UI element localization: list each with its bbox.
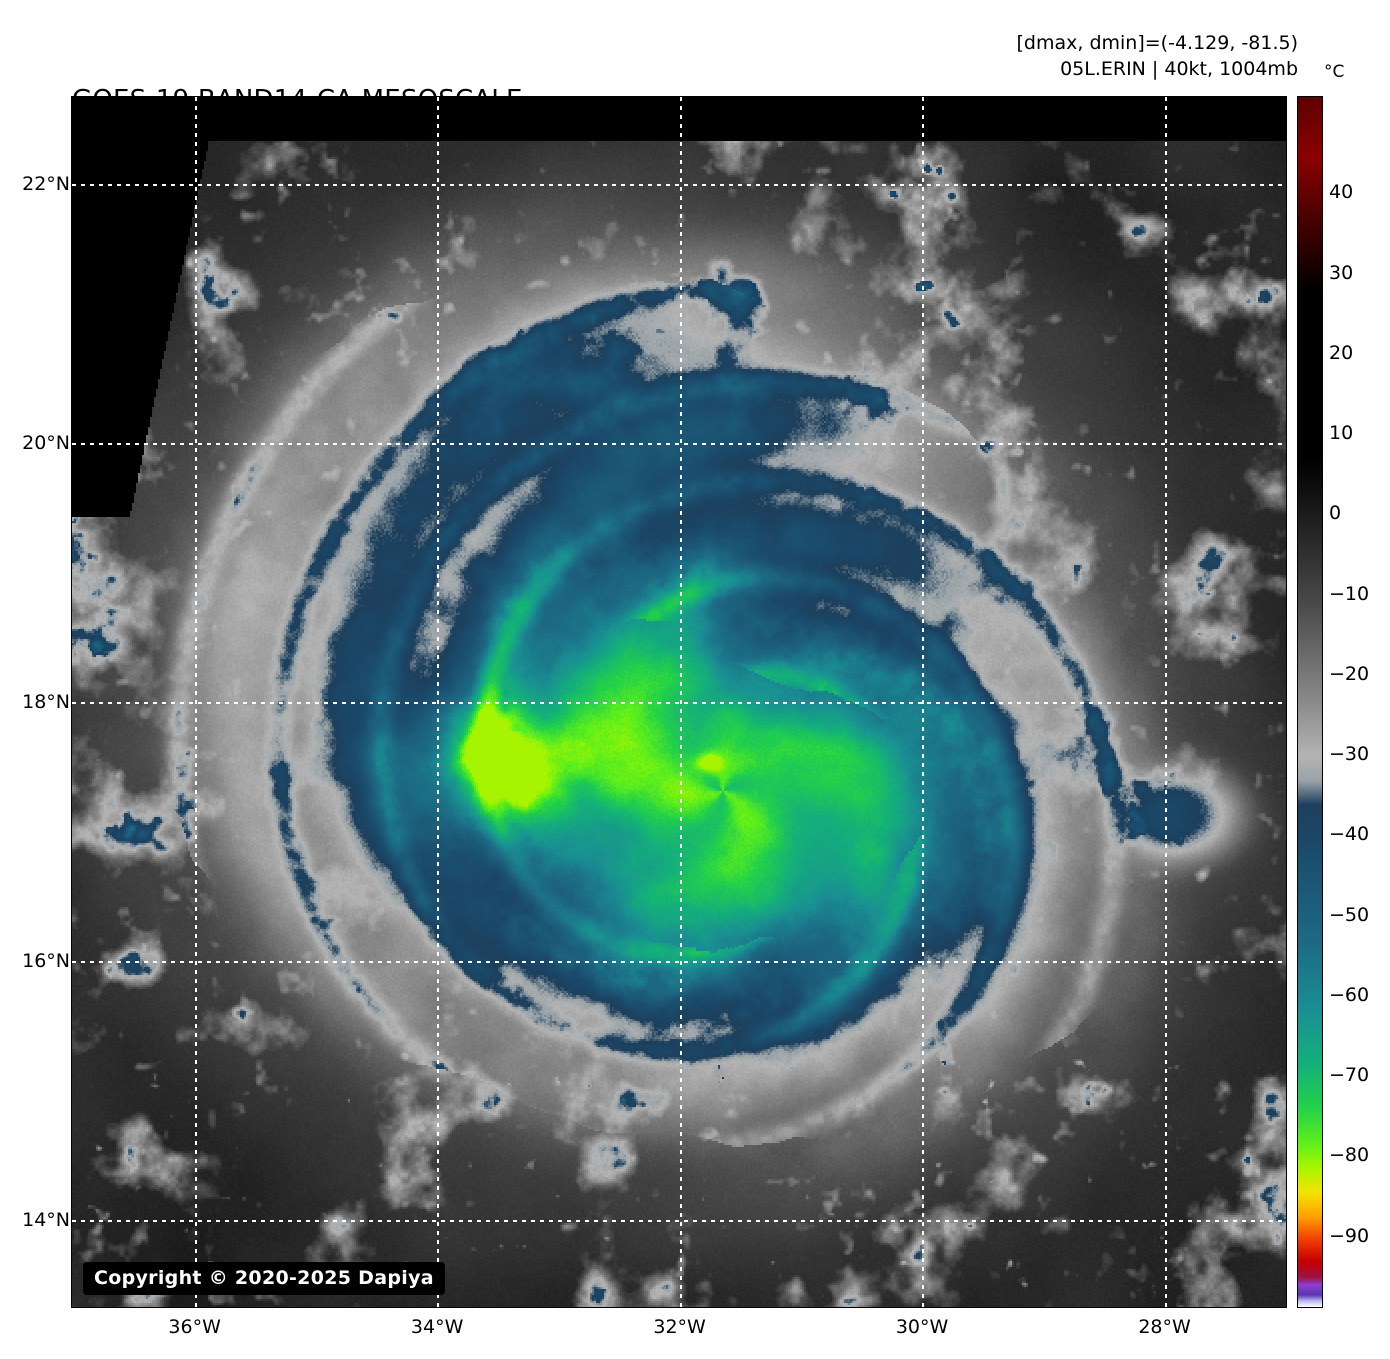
storm-info-label: 05L.ERIN | 40kt, 1004mb <box>1060 58 1298 80</box>
colorbar-tick-0: 40 <box>1329 181 1354 204</box>
ytick-label-1: 20°N <box>22 432 70 455</box>
dmax-dmin-label: [dmax, dmin]=(-4.129, -81.5) <box>1016 32 1298 54</box>
data-range-annotation: [dmax, dmin]=(-4.129, -81.5) 05L.ERIN | … <box>1017 30 1298 82</box>
colorbar-tick-10: −60 <box>1329 983 1370 1006</box>
xtick-label-0: 36°W <box>168 1316 221 1338</box>
colorbar-tick-12: −80 <box>1329 1144 1370 1167</box>
xtick-label-2: 32°W <box>653 1316 706 1338</box>
colorbar-tick-4: 0 <box>1329 502 1342 525</box>
colorbar-tick-6: −20 <box>1329 662 1370 685</box>
colorbar-tick-7: −30 <box>1329 743 1370 766</box>
colorbar-tick-13: −90 <box>1329 1224 1370 1247</box>
satellite-image-plot[interactable]: Copyright © 2020-2025 Dapiya <box>71 96 1287 1308</box>
colorbar-unit-label: °C <box>1324 62 1345 82</box>
colorbar[interactable] <box>1297 96 1323 1308</box>
ytick-label-4: 14°N <box>22 1208 70 1231</box>
xtick-label-3: 30°W <box>895 1316 949 1338</box>
colorbar-tick-2: 20 <box>1329 341 1354 364</box>
colorbar-tick-9: −50 <box>1329 903 1370 926</box>
colorbar-tick-5: −10 <box>1329 582 1370 605</box>
colorbar-gradient <box>1297 96 1323 1308</box>
copyright-badge: Copyright © 2020-2025 Dapiya <box>83 1262 445 1295</box>
ytick-label-3: 16°N <box>22 949 70 972</box>
colorbar-tick-3: 10 <box>1329 422 1354 445</box>
colorbar-tick-11: −70 <box>1329 1064 1370 1087</box>
satellite-imagery-canvas <box>72 97 1286 1307</box>
colorbar-tick-1: 30 <box>1329 261 1354 284</box>
xtick-label-4: 28°W <box>1138 1316 1191 1338</box>
xtick-label-1: 34°W <box>410 1316 464 1338</box>
colorbar-tick-8: −40 <box>1329 823 1370 846</box>
ytick-label-2: 18°N <box>22 691 70 713</box>
ytick-label-0: 22°N <box>22 173 70 196</box>
